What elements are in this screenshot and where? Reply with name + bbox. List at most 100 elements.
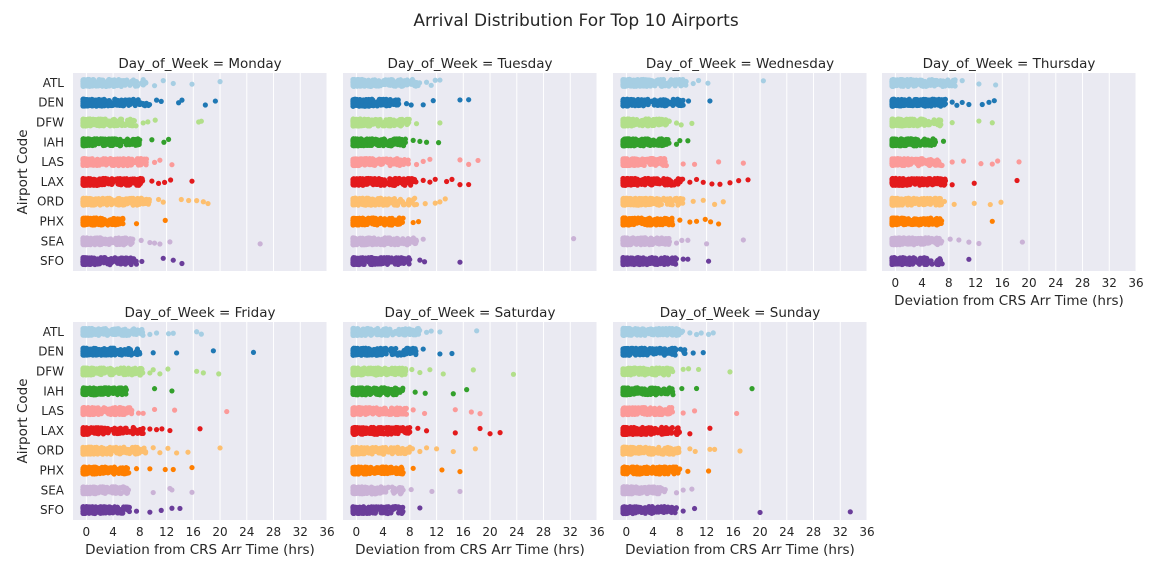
data-point <box>86 196 93 202</box>
data-point <box>99 258 106 264</box>
data-point <box>96 77 102 83</box>
outlier-point <box>690 80 696 87</box>
data-point <box>124 201 130 207</box>
data-point <box>656 101 662 107</box>
data-point <box>400 202 407 208</box>
data-point <box>99 182 105 188</box>
outlier-point <box>423 79 430 85</box>
data-point <box>112 161 118 167</box>
outlier-point <box>205 200 211 207</box>
data-point <box>392 202 398 208</box>
y-tick-label: SEA <box>41 234 65 248</box>
data-point <box>116 241 123 248</box>
outlier-point <box>421 259 428 265</box>
outlier-point <box>466 161 472 167</box>
data-point <box>382 77 389 83</box>
outlier-point <box>198 118 204 124</box>
data-point <box>397 196 404 202</box>
data-point <box>121 80 127 86</box>
data-point <box>117 156 123 162</box>
data-point <box>122 122 128 128</box>
outlier-point <box>457 182 463 188</box>
data-point <box>96 99 103 105</box>
outlier-point <box>705 80 711 86</box>
outlier-point <box>695 77 702 84</box>
data-point <box>99 103 105 109</box>
outlier-point <box>442 196 448 202</box>
data-point <box>634 79 640 85</box>
data-point <box>391 99 397 105</box>
data-point <box>97 215 104 221</box>
data-point <box>128 117 134 123</box>
outlier-point <box>161 139 167 145</box>
data-point <box>91 239 97 246</box>
data-point <box>120 196 126 203</box>
outlier-point <box>138 237 144 243</box>
series-den <box>80 96 218 109</box>
y-tick-label: DFW <box>36 116 64 130</box>
data-point <box>135 100 142 107</box>
data-point <box>142 79 149 85</box>
outlier-point <box>437 77 443 83</box>
panel-tuesday: Day_of_Week = Tuesday <box>343 56 598 271</box>
data-point <box>393 140 399 147</box>
data-point <box>133 200 139 206</box>
data-point <box>381 182 387 188</box>
outlier-point <box>408 102 414 108</box>
data-point <box>88 117 94 123</box>
outlier-point <box>432 176 438 182</box>
outlier-point <box>212 98 218 104</box>
outlier-point <box>178 196 184 203</box>
data-point <box>84 182 91 188</box>
data-point <box>402 181 408 187</box>
panel-title: Day_of_Week = Monday <box>118 56 281 72</box>
outlier-point <box>435 140 442 146</box>
data-point <box>82 138 88 144</box>
data-point <box>645 97 651 103</box>
data-point <box>351 142 357 149</box>
data-point <box>385 257 391 264</box>
data-point <box>407 256 413 263</box>
outlier-point <box>155 196 162 203</box>
data-point <box>109 136 115 142</box>
data-point <box>80 121 87 127</box>
data-point <box>108 121 114 127</box>
data-point <box>651 101 658 107</box>
data-point <box>95 140 102 146</box>
data-point <box>133 123 139 129</box>
data-point <box>372 219 378 226</box>
data-point <box>366 122 372 128</box>
data-point <box>376 141 382 148</box>
outlier-point <box>167 239 173 245</box>
y-tick-label: IAH <box>43 135 64 149</box>
data-point <box>141 102 147 108</box>
outlier-point <box>437 199 443 205</box>
outlier-point <box>403 101 410 107</box>
data-point <box>355 197 362 203</box>
data-point <box>356 141 362 148</box>
outlier-point <box>158 98 164 104</box>
data-point <box>119 177 125 184</box>
y-tick-label: DEN <box>38 96 64 110</box>
data-point <box>123 235 129 241</box>
outlier-point <box>189 178 195 184</box>
data-point <box>138 80 145 86</box>
data-point <box>95 196 101 202</box>
data-point <box>88 79 94 86</box>
data-point <box>387 80 393 86</box>
data-point <box>108 260 114 266</box>
outlier-point <box>449 176 455 182</box>
y-axis-label: Airport Code <box>15 129 31 214</box>
outlier-point <box>466 97 472 103</box>
outlier-point <box>410 219 416 226</box>
data-point <box>374 257 380 264</box>
data-point <box>361 143 367 149</box>
outlier-point <box>139 258 145 265</box>
data-point <box>358 177 364 183</box>
data-point <box>364 220 370 226</box>
data-point <box>358 98 364 105</box>
outlier-point <box>160 199 166 205</box>
data-point <box>145 199 151 205</box>
outlier-point <box>571 236 577 242</box>
data-point <box>627 79 633 85</box>
